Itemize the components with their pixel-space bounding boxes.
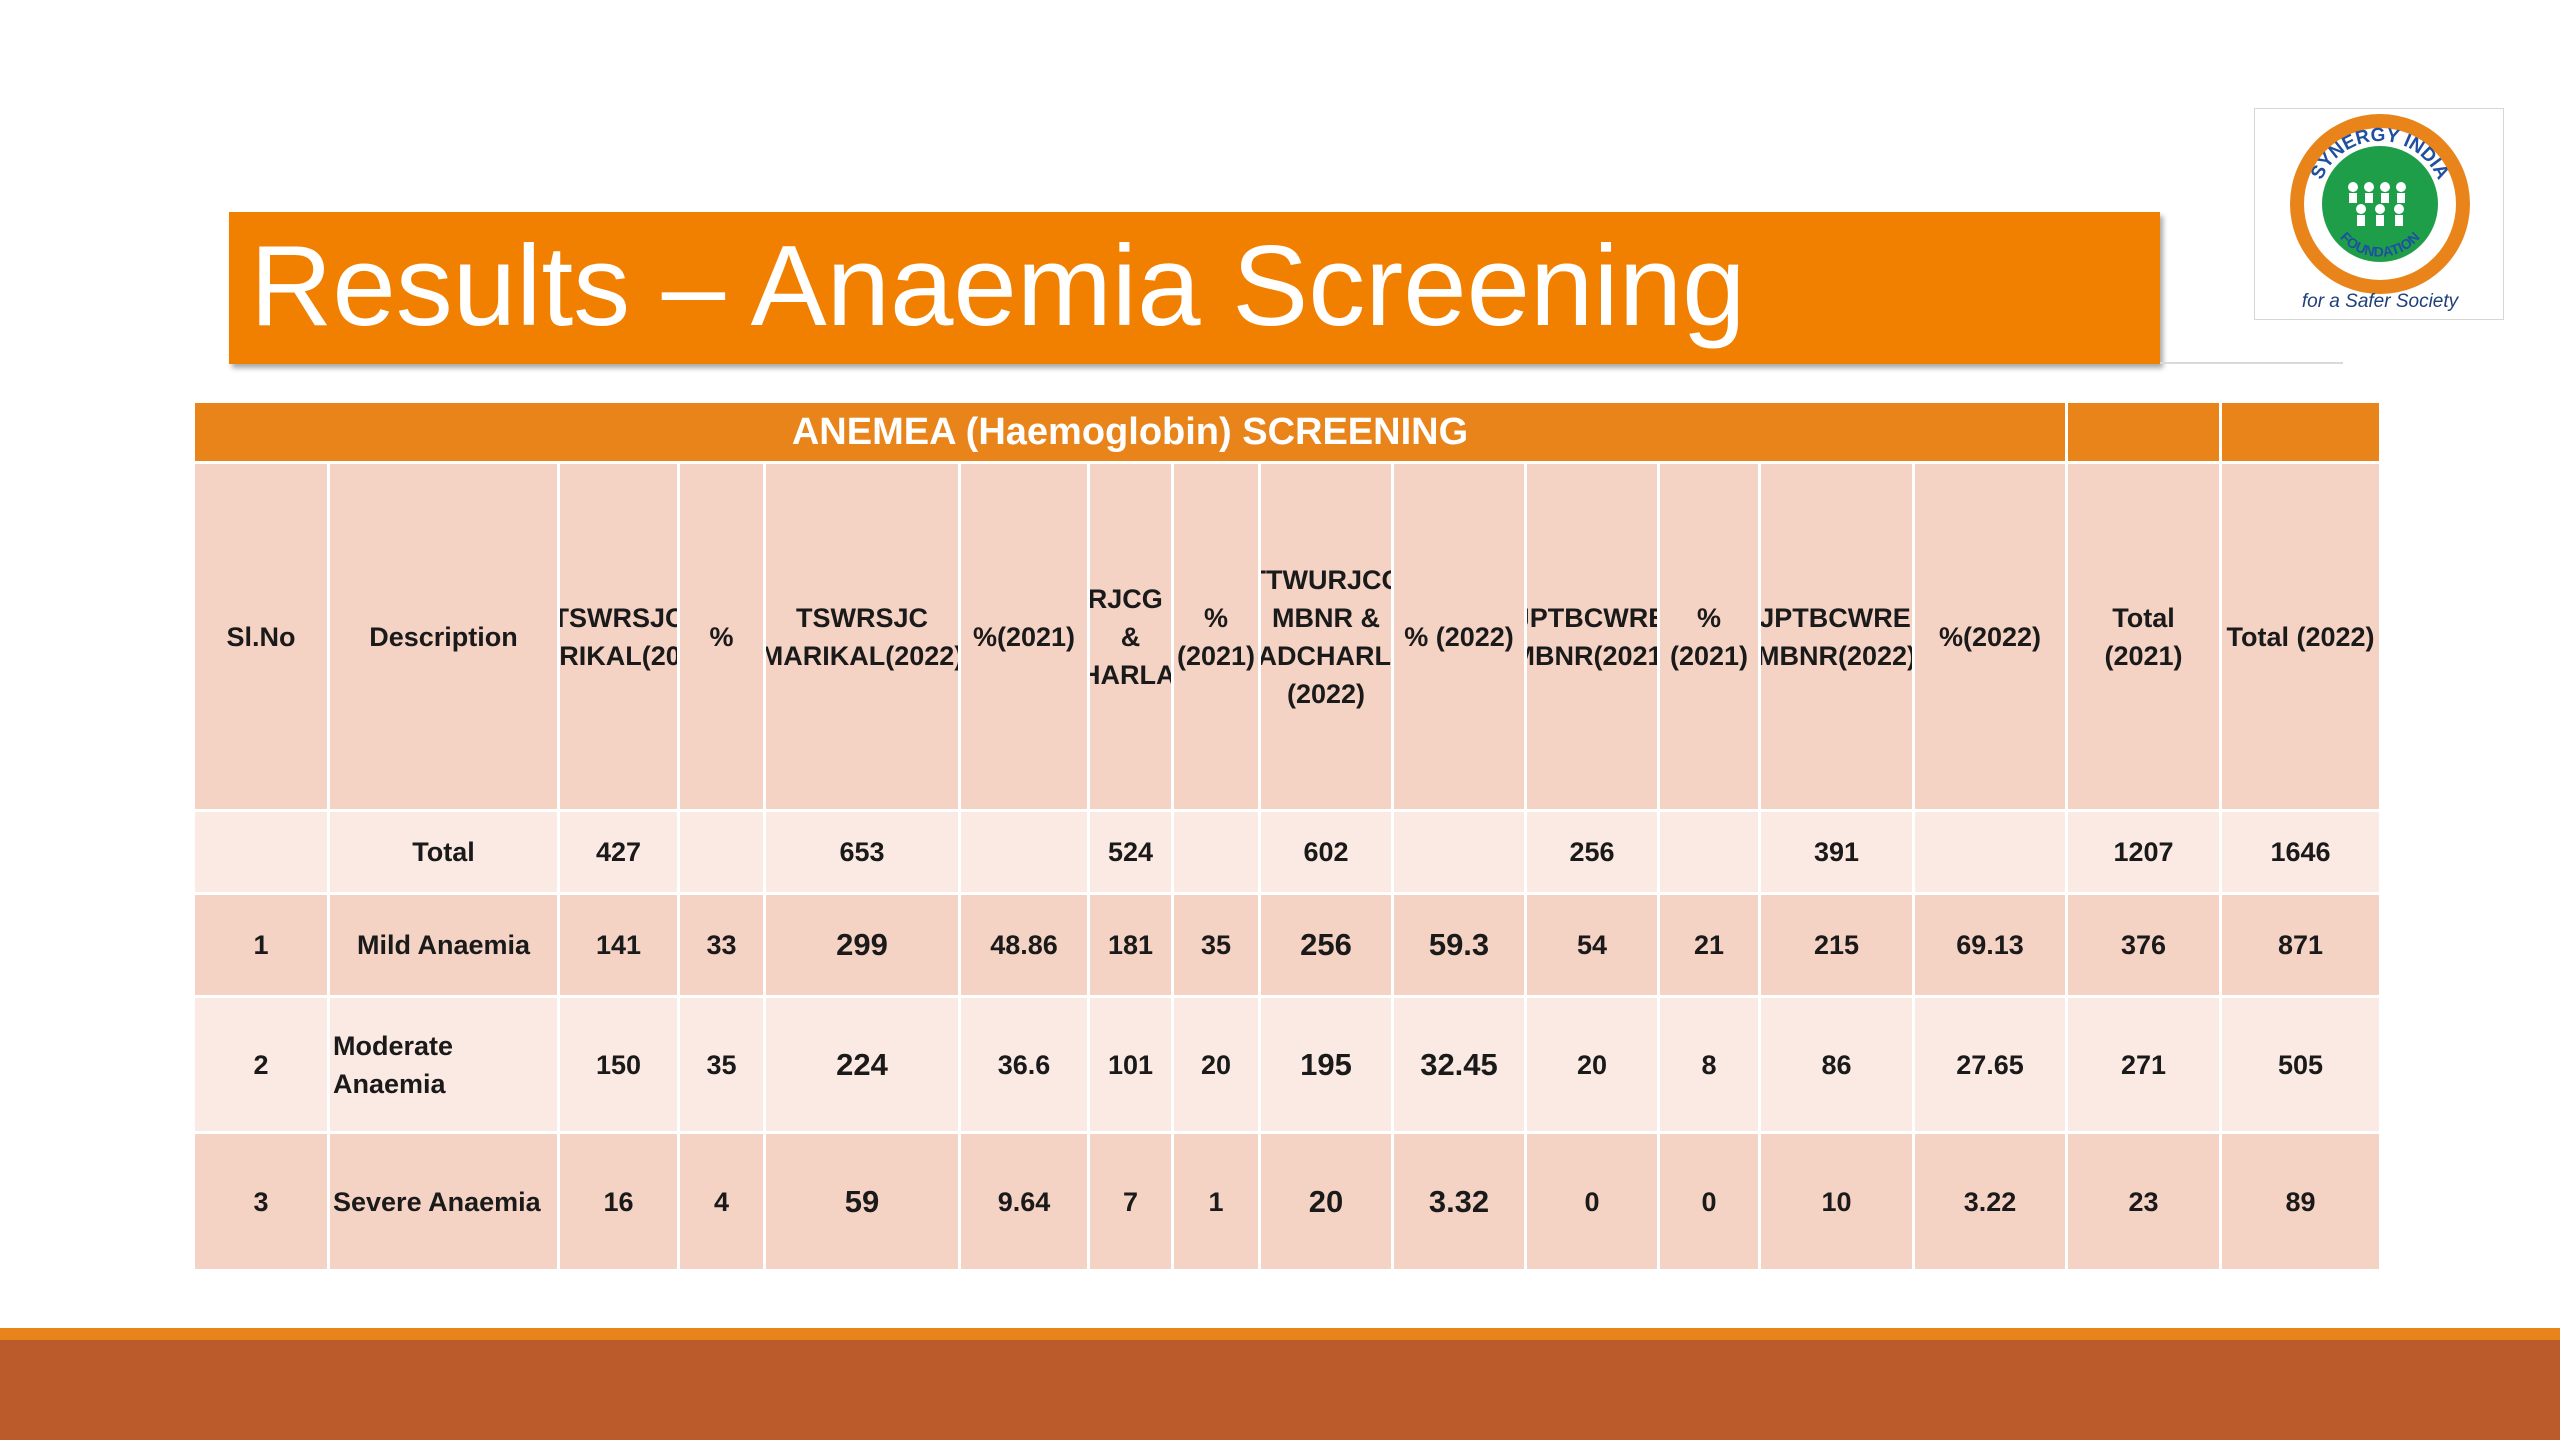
table-heading-blank <box>2068 403 2219 461</box>
table-cell: 181 <box>1090 895 1171 995</box>
table-cell: 35 <box>680 998 763 1131</box>
table-cell: Severe Anaemia <box>330 1134 557 1269</box>
table-cell: 0 <box>1660 1134 1758 1269</box>
table-cell: 48.86 <box>961 895 1087 995</box>
table-cell: Total <box>330 812 557 892</box>
table-cell: 602 <box>1261 812 1391 892</box>
title-underline <box>2160 362 2343 364</box>
table-cell: 150 <box>560 998 677 1131</box>
table-cell: 9.64 <box>961 1134 1087 1269</box>
column-header: TTWURJCG MBNR & JADCHARLA(2021) <box>1090 464 1171 809</box>
table-cell: 59.3 <box>1394 895 1524 995</box>
table-cell <box>961 812 1087 892</box>
table-cell: 299 <box>766 895 958 995</box>
table-cell: 4 <box>680 1134 763 1269</box>
table-cell: 27.65 <box>1915 998 2065 1131</box>
table-cell: 0 <box>1527 1134 1657 1269</box>
column-header: % (2022) <box>1394 464 1524 809</box>
table-cell: 20 <box>1261 1134 1391 1269</box>
slide-title-bar: Results – Anaemia Screening <box>229 212 2160 364</box>
table-cell: 427 <box>560 812 677 892</box>
table-cell: 54 <box>1527 895 1657 995</box>
column-header: TSWRSJC MARIKAL(2021) <box>560 464 677 809</box>
table-cell: 8 <box>1660 998 1758 1131</box>
table-cell: 86 <box>1761 998 1912 1131</box>
table-cell: 224 <box>766 998 958 1131</box>
table-cell: 376 <box>2068 895 2219 995</box>
column-header: MJPTBCWREIS MBNR(2021) <box>1527 464 1657 809</box>
slide-title: Results – Anaemia Screening <box>250 223 1746 350</box>
table-cell: 2 <box>195 998 327 1131</box>
table-cell: 215 <box>1761 895 1912 995</box>
table-cell: 89 <box>2222 1134 2379 1269</box>
synergy-logo: SYNERGY INDIA FOUNDATION for a Safer Soc… <box>2254 108 2504 320</box>
table-cell: 1 <box>1174 1134 1258 1269</box>
table-cell <box>1174 812 1258 892</box>
column-header: Description <box>330 464 557 809</box>
table-cell: 524 <box>1090 812 1171 892</box>
table-cell: 1646 <box>2222 812 2379 892</box>
table-cell: 3 <box>195 1134 327 1269</box>
table-cell: 69.13 <box>1915 895 2065 995</box>
table-cell: 1207 <box>2068 812 2219 892</box>
table-cell: 871 <box>2222 895 2379 995</box>
table-cell: 32.45 <box>1394 998 1524 1131</box>
people-icon <box>2348 182 2406 226</box>
column-header: %(2021) <box>961 464 1087 809</box>
column-header: TTWURJCG MBNR & JADCHARLA (2022) <box>1261 464 1391 809</box>
table-cell: 16 <box>560 1134 677 1269</box>
anaemia-screening-table: ANEMEA (Haemoglobin) SCREENING Sl.No Desc… <box>195 403 2379 1269</box>
column-header: Total (2022) <box>2222 464 2379 809</box>
table-cell: 33 <box>680 895 763 995</box>
table-cell: 256 <box>1527 812 1657 892</box>
table-cell: 21 <box>1660 895 1758 995</box>
column-header: %(2021) <box>1660 464 1758 809</box>
table-cell: 7 <box>1090 1134 1171 1269</box>
footer-accent-line <box>0 1328 2560 1340</box>
footer-band <box>0 1340 2560 1440</box>
column-header: MJPTBCWREIS MBNR(2022) <box>1761 464 1912 809</box>
table-cell: 505 <box>2222 998 2379 1131</box>
table-cell: 3.22 <box>1915 1134 2065 1269</box>
table-cell <box>680 812 763 892</box>
table-cell: 653 <box>766 812 958 892</box>
table-cell <box>1394 812 1524 892</box>
logo-emblem-icon: SYNERGY INDIA FOUNDATION <box>2290 114 2470 294</box>
column-header: % <box>680 464 763 809</box>
table-cell: 391 <box>1761 812 1912 892</box>
table-cell: 23 <box>2068 1134 2219 1269</box>
table-cell: 271 <box>2068 998 2219 1131</box>
table-cell: 101 <box>1090 998 1171 1131</box>
table-cell: 256 <box>1261 895 1391 995</box>
table-cell <box>1915 812 2065 892</box>
column-header: %(2021) <box>1174 464 1258 809</box>
column-header: %(2022) <box>1915 464 2065 809</box>
table-cell: 59 <box>766 1134 958 1269</box>
table-cell: Mild Anaemia <box>330 895 557 995</box>
table-cell: 195 <box>1261 998 1391 1131</box>
table-heading: ANEMEA (Haemoglobin) SCREENING <box>195 403 2065 461</box>
table-cell: 141 <box>560 895 677 995</box>
table-cell: 10 <box>1761 1134 1912 1269</box>
table-cell: 1 <box>195 895 327 995</box>
logo-tagline: for a Safer Society <box>2301 291 2459 312</box>
table-cell: 20 <box>1527 998 1657 1131</box>
table-cell: 3.32 <box>1394 1134 1524 1269</box>
table-heading-blank <box>2222 403 2379 461</box>
column-header: Total (2021) <box>2068 464 2219 809</box>
table-cell <box>195 812 327 892</box>
column-header: TSWRSJC MARIKAL(2022) <box>766 464 958 809</box>
table-cell: Moderate Anaemia <box>330 998 557 1131</box>
table-cell: 36.6 <box>961 998 1087 1131</box>
table-cell: 35 <box>1174 895 1258 995</box>
column-header: Sl.No <box>195 464 327 809</box>
table-cell <box>1660 812 1758 892</box>
table-cell: 20 <box>1174 998 1258 1131</box>
